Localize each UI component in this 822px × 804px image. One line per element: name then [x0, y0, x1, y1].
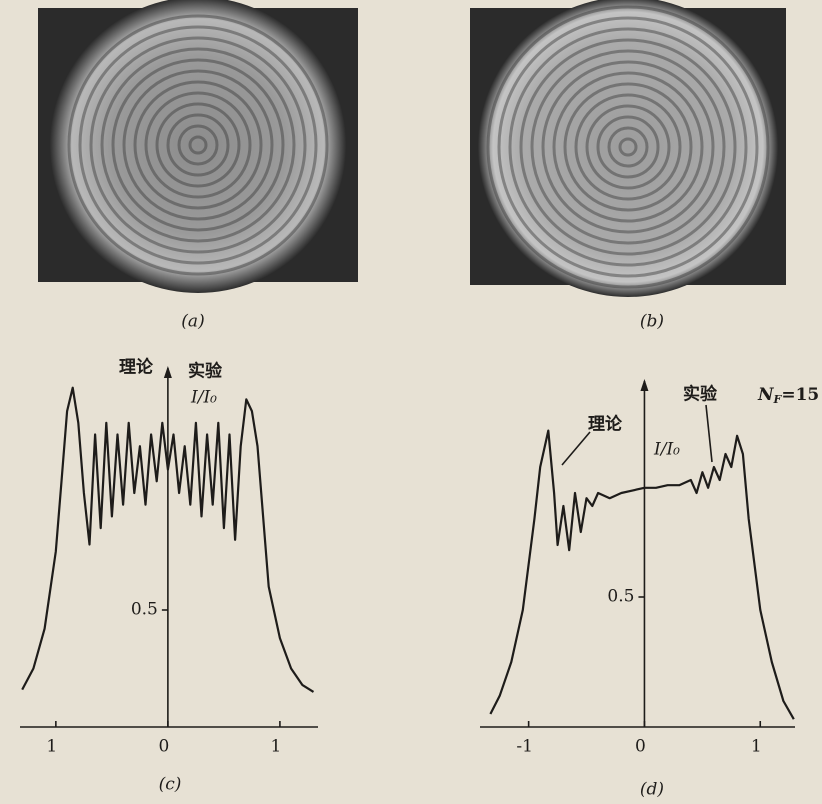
ring: [166, 113, 230, 177]
y-axis-arrow: [163, 366, 172, 378]
ring: [111, 58, 285, 232]
nf-rest: =15: [781, 385, 819, 405]
ring: [486, 5, 770, 289]
photos: [38, 0, 786, 297]
pattern-b: [478, 0, 778, 297]
data-line: [489, 429, 795, 720]
caption-a: (a): [181, 312, 204, 332]
ring: [144, 91, 252, 199]
ring: [122, 69, 274, 221]
ring: [67, 14, 329, 276]
caption-b: (b): [640, 312, 664, 332]
ring: [508, 27, 748, 267]
ring: [574, 93, 682, 201]
ring: [89, 36, 307, 254]
pattern-a: [50, 0, 346, 293]
x-tick-label: 1: [270, 737, 281, 757]
nf-symbol: N: [757, 385, 775, 405]
ring: [177, 124, 219, 166]
ring: [585, 104, 671, 190]
ring: [78, 25, 318, 265]
nf-subscript: F: [773, 393, 783, 406]
ring: [519, 38, 737, 256]
ring: [563, 82, 693, 212]
ring: [530, 49, 726, 245]
annotation: 理论: [119, 357, 154, 378]
annotation: 实验: [683, 384, 718, 405]
ring: [552, 71, 704, 223]
caption: (d): [640, 780, 664, 800]
ring: [596, 115, 660, 179]
x-tick-label: -1: [516, 737, 533, 757]
x-tick-label: 1: [46, 737, 57, 757]
y-axis-label: I/I₀: [653, 440, 680, 460]
x-tick-label: 1: [751, 737, 762, 757]
ring: [155, 102, 241, 188]
ring: [541, 60, 715, 234]
ring: [618, 137, 638, 157]
leader: [705, 404, 713, 463]
y-tick-label: 0.5: [607, 587, 634, 607]
data-line: [21, 386, 315, 693]
x-tick-label: 0: [158, 737, 169, 757]
leader: [561, 431, 591, 466]
y-axis-label: I/I₀: [190, 388, 217, 408]
x-tick-label: 0: [635, 737, 646, 757]
y-tick-label: 0.5: [131, 600, 158, 620]
annotation: 理论: [588, 414, 623, 435]
ring: [188, 135, 208, 155]
ring: [607, 126, 649, 168]
ring: [100, 47, 296, 243]
nf-label: NF=15: [757, 385, 819, 407]
ring: [133, 80, 263, 210]
ring: [497, 16, 759, 278]
annotation: 实验: [188, 361, 223, 382]
caption: (c): [159, 775, 182, 795]
y-axis-arrow: [640, 379, 649, 391]
